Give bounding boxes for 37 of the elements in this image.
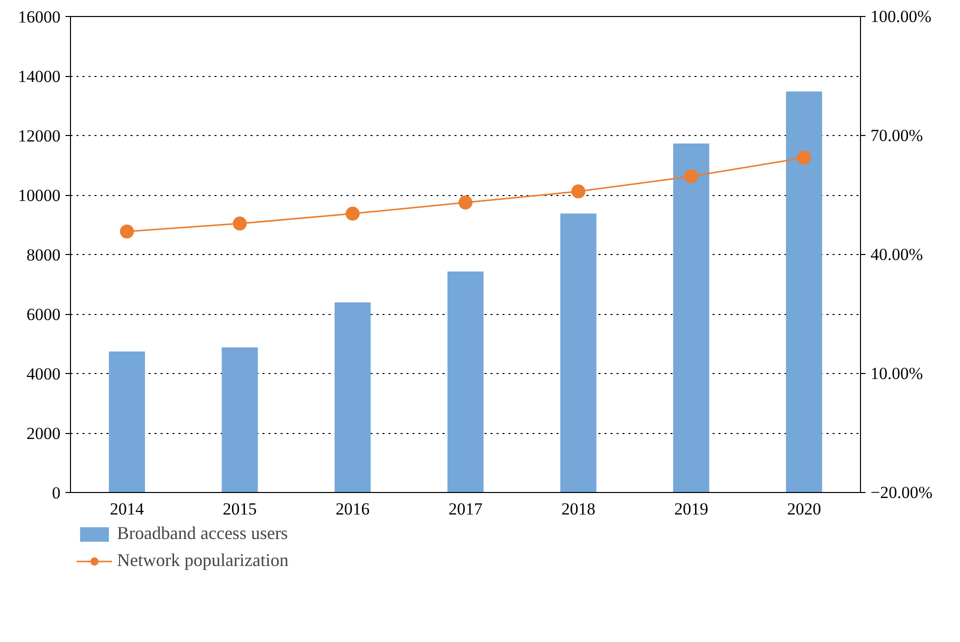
y-tick-label: 12000 <box>18 126 60 146</box>
y2-tick-label: 100.00% <box>870 7 932 26</box>
point <box>120 224 134 238</box>
y-tick-label: 2000 <box>26 424 60 443</box>
x-tick-label: 2016 <box>336 500 370 518</box>
x-tick-label: 2015 <box>222 500 257 518</box>
bar <box>447 271 484 492</box>
point <box>684 169 698 184</box>
y-tick-label: 0 <box>52 484 60 502</box>
bar <box>673 144 710 492</box>
y-tick-label: 10000 <box>18 186 60 205</box>
legend-label: Broadband access users <box>117 523 288 544</box>
y-tick-label: 8000 <box>26 246 60 264</box>
y-tick-label: 16000 <box>18 8 60 26</box>
point <box>797 150 812 165</box>
legend-label: Network popularization <box>117 550 288 571</box>
bar <box>334 302 371 492</box>
point <box>571 184 586 198</box>
x-tick-label: 2018 <box>561 500 596 518</box>
bar <box>786 91 822 492</box>
bar <box>108 351 145 492</box>
y-tick-label: 4000 <box>26 364 60 384</box>
y2-tick-label: 40.00% <box>870 245 923 264</box>
y2-tick-label: −20.00% <box>870 483 932 502</box>
bar <box>222 347 258 492</box>
y2-tick-label: 70.00% <box>870 126 923 145</box>
x-tick-label: 2014 <box>110 500 144 518</box>
point <box>458 196 472 210</box>
x-tick-label: 2020 <box>787 500 822 518</box>
point <box>232 216 247 231</box>
y-tick-label: 14000 <box>18 67 60 86</box>
point <box>346 206 360 221</box>
y2-tick-label: 10.00% <box>870 364 923 383</box>
x-tick-label: 2017 <box>448 500 483 518</box>
y-tick-label: 6000 <box>26 305 60 324</box>
bar <box>560 213 596 492</box>
x-tick-label: 2019 <box>674 500 708 518</box>
